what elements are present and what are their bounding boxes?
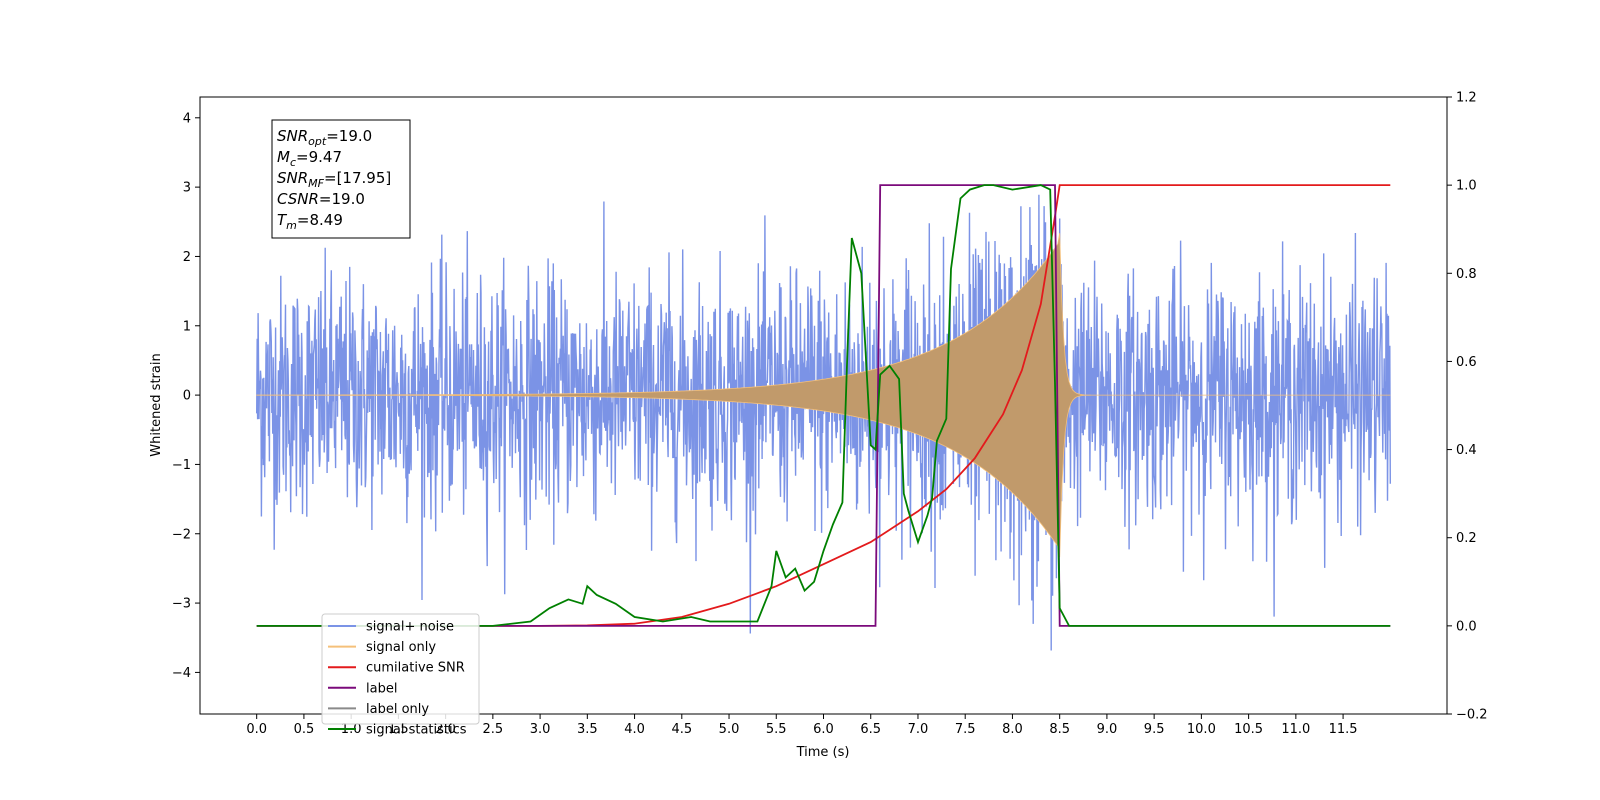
y-right-tick-label: 0.8 [1456,267,1477,282]
x-tick-label: 11.0 [1281,722,1310,737]
y-left-tick-label: −2 [172,527,191,542]
legend-label: signal statistics [366,723,467,738]
y-left-tick-label: 1 [183,319,191,334]
stats-annotation-box: SNRopt=19.0Mc=9.47SNRMF=[17.95]CSNR=19.0… [271,119,411,239]
x-tick-label: 8.0 [1002,722,1023,737]
x-tick-label: 11.5 [1329,722,1358,737]
x-axis: 0.0 0.5 1.0 1.5 2.0 2.5 3.0 3.5 4.0 4.5 5.0 5.5 6.0 6… [246,714,1358,737]
x-tick-label: 10.0 [1187,722,1216,737]
y-axis-label: Whitened strain [149,353,164,456]
x-tick-label: 5.0 [719,722,740,737]
series-signal-only-area [256,233,1391,558]
x-tick-label: 8.5 [1049,722,1070,737]
y-left-tick-label: 4 [183,111,191,126]
x-tick-label: 9.0 [1097,722,1118,737]
y-right-tick-label: 0.4 [1456,443,1477,458]
annotation-line: SNRopt=19.0 [277,127,372,148]
y-right-tick-label: 1.0 [1456,179,1477,194]
annotation-line: CSNR=19.0 [277,190,365,208]
legend: signal+ noise signal only cumilative SNR la… [321,613,480,738]
y-right-tick-label: 0.6 [1456,355,1477,370]
x-tick-label: 2.5 [483,722,504,737]
annotation-line: Mc=9.47 [277,148,342,169]
y-left-tick-label: 3 [183,181,191,196]
x-tick-label: 7.0 [908,722,929,737]
legend-label: signal only [366,640,436,655]
x-tick-label: 2.0 [435,722,456,737]
x-tick-label: 1.5 [388,722,409,737]
y-left-tick-label: 0 [183,389,191,404]
x-tick-label: 10.5 [1234,722,1263,737]
y-right-tick-label: 1.2 [1456,91,1477,106]
x-tick-label: 5.5 [766,722,787,737]
y-left-tick-label: −3 [172,597,191,612]
x-axis-label: Time (s) [796,745,850,760]
x-tick-label: 9.5 [1144,722,1165,737]
series-signal-noise-line [256,194,1391,651]
y-right-tick-label: −0.2 [1456,708,1488,723]
legend-label: label [366,681,397,696]
x-tick-label: 7.5 [955,722,976,737]
legend-label: cumilative SNR [366,661,465,676]
annotation-line: SNRMF=[17.95] [277,169,391,190]
series-signal-statistics-line [256,184,1391,627]
series-cumilative-snr-line [256,184,1391,627]
y-left-tick-label: −4 [172,666,191,681]
x-tick-label: 4.0 [624,722,645,737]
legend-label: label only [366,702,429,717]
y-right-tick-label: 0.2 [1456,531,1477,546]
legend-box [321,613,480,725]
x-tick-label: 0.0 [246,722,267,737]
annotation-line: Tm=8.49 [277,211,343,232]
x-tick-label: 3.5 [577,722,598,737]
annotation-border [271,119,411,239]
x-tick-label: 4.5 [671,722,692,737]
x-tick-label: 0.5 [294,722,315,737]
y-axis-left: 4 3 2 1 0 −1 −2 −3 −4 [172,111,200,681]
y-left-tick-label: −1 [172,458,191,473]
y-right-tick-label: 0.0 [1456,619,1477,634]
series-layer [256,184,1391,651]
y-axis-right: 1.2 1.0 0.8 0.6 0.4 0.2 0.0 −0.2 [1447,91,1488,723]
x-tick-label: 6.0 [813,722,834,737]
legend-label: signal+ noise [366,620,454,635]
x-tick-label: 6.5 [860,722,881,737]
y-left-tick-label: 2 [183,250,191,265]
x-tick-label: 3.0 [530,722,551,737]
